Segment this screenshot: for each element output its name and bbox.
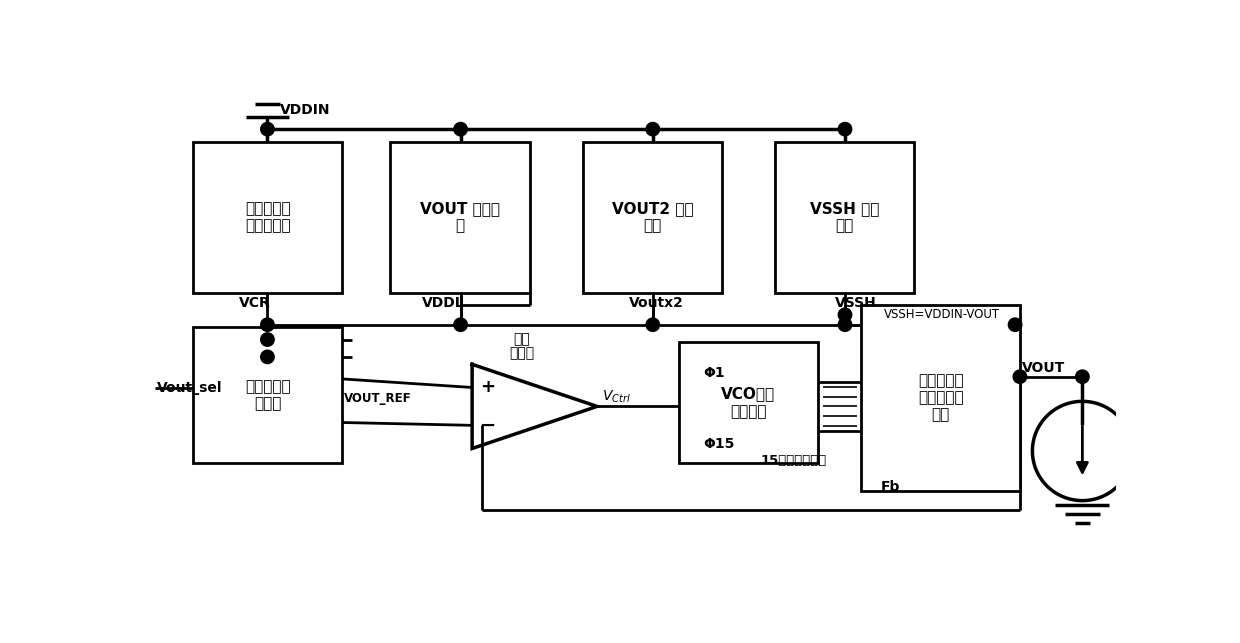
Ellipse shape bbox=[260, 350, 274, 363]
FancyBboxPatch shape bbox=[862, 305, 1019, 491]
Ellipse shape bbox=[454, 318, 467, 331]
Ellipse shape bbox=[646, 318, 660, 331]
Ellipse shape bbox=[838, 308, 852, 322]
FancyBboxPatch shape bbox=[193, 141, 342, 293]
Text: 误差: 误差 bbox=[513, 332, 531, 347]
Text: 配置输出电
压模块: 配置输出电 压模块 bbox=[246, 379, 290, 412]
Ellipse shape bbox=[838, 318, 852, 331]
Text: VCR: VCR bbox=[238, 296, 270, 311]
Text: Voutx2: Voutx2 bbox=[629, 296, 683, 311]
Text: VSSH=VDDIN-VOUT: VSSH=VDDIN-VOUT bbox=[883, 308, 999, 322]
Text: +: + bbox=[480, 379, 495, 397]
Text: Vout_sel: Vout_sel bbox=[157, 381, 222, 395]
Text: VOUT: VOUT bbox=[1022, 361, 1065, 375]
Ellipse shape bbox=[260, 318, 274, 331]
Text: VSSH: VSSH bbox=[836, 296, 877, 311]
Text: 电压转换比
例选择模块: 电压转换比 例选择模块 bbox=[246, 201, 290, 233]
Text: VCO环路
控制模块: VCO环路 控制模块 bbox=[722, 386, 775, 419]
Text: −: − bbox=[480, 416, 496, 435]
Text: Φ1: Φ1 bbox=[703, 366, 724, 380]
FancyBboxPatch shape bbox=[678, 342, 818, 464]
Text: $V_{Ctrl}$: $V_{Ctrl}$ bbox=[601, 388, 631, 404]
Text: Φ15: Φ15 bbox=[703, 437, 734, 451]
Ellipse shape bbox=[1075, 370, 1089, 383]
Ellipse shape bbox=[454, 122, 467, 136]
Ellipse shape bbox=[838, 122, 852, 136]
Text: VDDL: VDDL bbox=[422, 296, 465, 311]
Ellipse shape bbox=[260, 333, 274, 346]
Text: VOUT_REF: VOUT_REF bbox=[345, 392, 412, 405]
Text: Fb: Fb bbox=[880, 480, 900, 494]
Ellipse shape bbox=[646, 122, 660, 136]
Text: 15相位时钟信号: 15相位时钟信号 bbox=[760, 455, 827, 467]
Ellipse shape bbox=[260, 122, 274, 136]
Text: 放大器: 放大器 bbox=[510, 347, 534, 361]
Text: VOUT2 生成
模块: VOUT2 生成 模块 bbox=[611, 201, 693, 233]
Ellipse shape bbox=[1008, 318, 1022, 331]
Text: 驱动及开关
电容功率子
电路: 驱动及开关 电容功率子 电路 bbox=[918, 373, 963, 422]
FancyBboxPatch shape bbox=[775, 141, 914, 293]
Text: VDDIN: VDDIN bbox=[280, 104, 330, 117]
FancyBboxPatch shape bbox=[391, 141, 529, 293]
FancyBboxPatch shape bbox=[193, 327, 342, 464]
FancyBboxPatch shape bbox=[583, 141, 722, 293]
Text: VSSH 生成
模块: VSSH 生成 模块 bbox=[810, 201, 879, 233]
Text: VOUT 生成模
块: VOUT 生成模 块 bbox=[420, 201, 500, 233]
Ellipse shape bbox=[1013, 370, 1027, 383]
